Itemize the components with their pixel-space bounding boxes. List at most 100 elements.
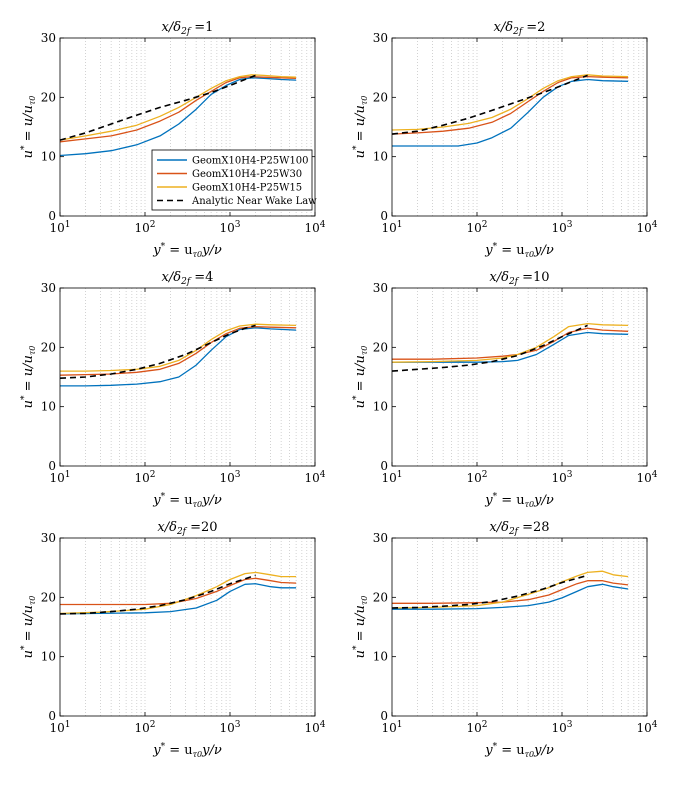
x-tick-label: 101: [381, 470, 402, 485]
series-line: [59, 574, 256, 615]
y-tick-label: 10: [41, 150, 56, 164]
panel-2: 0 10 20 30 101 102 103 104 x/δ2f =2 y* = uτ0y/ν u*…: [352, 20, 658, 259]
plot-area: [392, 288, 647, 466]
panel-title: x/δ2f =4: [162, 270, 214, 287]
plot-area: [392, 538, 647, 716]
series-line: [392, 331, 629, 363]
y-tick-label: 30: [373, 281, 388, 295]
series-line: [59, 324, 256, 379]
axes-box: [59, 287, 316, 467]
y-tick-label: 20: [41, 590, 56, 604]
plot-area: [60, 288, 315, 466]
y-axis-label: u* = u/uτ0: [352, 346, 369, 409]
panel-title: x/δ2f =10: [489, 270, 549, 287]
series-line: [60, 577, 297, 606]
series-line: [391, 75, 629, 135]
x-axis-label: y* = uτ0y/ν: [152, 242, 222, 259]
series-line: [392, 580, 629, 604]
y-tick-label: 20: [373, 90, 388, 104]
series-line: [59, 74, 297, 141]
y-axis-label: u* = u/uτ0: [20, 596, 37, 659]
legend-label: GeomX10H4-P25W30: [192, 169, 302, 180]
x-tick-label: 101: [381, 220, 402, 235]
y-tick-label: 20: [41, 90, 56, 104]
panel-title: x/δ2f =20: [157, 520, 217, 537]
panel-4: 0 10 20 30 101 102 103 104 x/δ2f =10 y* = uτ0y/ν u…: [352, 270, 658, 509]
y-tick-label: 20: [373, 590, 388, 604]
y-tick-label: 10: [373, 650, 388, 664]
y-tick-label: 0: [380, 459, 388, 473]
y-tick-label: 0: [380, 709, 388, 723]
panel-3: 0 10 20 30 101 102 103 104 x/δ2f =4 y* = uτ0y/ν u*…: [20, 270, 326, 509]
y-axis-label: u* = u/uτ0: [352, 96, 369, 159]
panel-1: 0 10 20 30 101 102 103 104 x/δ2f =1 y* = uτ0y/ν u*…: [20, 20, 326, 259]
series-line: [59, 77, 297, 157]
y-tick-label: 10: [41, 400, 56, 414]
y-tick-label: 30: [373, 31, 388, 45]
x-axis-label: y* = uτ0y/ν: [152, 492, 222, 509]
y-tick-label: 10: [373, 150, 388, 164]
x-tick-label: 103: [551, 220, 572, 235]
series-line: [60, 323, 297, 372]
x-tick-label: 104: [304, 220, 325, 235]
y-tick-label: 30: [41, 281, 56, 295]
y-tick-label: 30: [41, 31, 56, 45]
y-axis-label: u* = u/uτ0: [352, 596, 369, 659]
series-line: [59, 571, 297, 615]
x-tick-label: 102: [134, 470, 155, 485]
plot-area: [392, 38, 647, 216]
series-line: [59, 75, 297, 143]
x-tick-label: 104: [304, 720, 325, 735]
series-line: [392, 583, 629, 610]
series-line: [391, 322, 629, 363]
x-tick-label: 101: [49, 720, 70, 735]
y-tick-label: 20: [41, 340, 56, 354]
axes-box: [391, 37, 648, 217]
x-tick-label: 103: [219, 720, 240, 735]
series-line: [59, 583, 297, 615]
legend-label: GeomX10H4-P25W100: [192, 156, 309, 167]
axes-box: [59, 537, 316, 717]
x-tick-label: 103: [551, 470, 572, 485]
axes-box: [391, 287, 648, 467]
series-line: [391, 324, 588, 372]
x-tick-label: 103: [219, 220, 240, 235]
x-tick-label: 101: [49, 470, 70, 485]
series-line: [392, 78, 629, 147]
panel-title: x/δ2f =2: [494, 20, 546, 37]
series-line: [392, 327, 629, 360]
panel-title: x/δ2f =28: [489, 520, 549, 537]
x-tick-label: 104: [304, 470, 325, 485]
x-tick-label: 104: [636, 470, 657, 485]
series-line: [391, 574, 588, 609]
y-tick-label: 10: [373, 400, 388, 414]
legend: GeomX10H4-P25W100 GeomX10H4-P25W30 GeomX10…: [151, 149, 317, 211]
panel-6: 0 10 20 30 101 102 103 104 x/δ2f =28 y* = uτ0y/ν u…: [352, 520, 658, 759]
x-axis-label: y* = uτ0y/ν: [484, 492, 554, 509]
x-tick-label: 104: [636, 720, 657, 735]
x-tick-label: 102: [466, 220, 487, 235]
axes-box: [391, 537, 648, 717]
plot-area: [60, 538, 315, 716]
y-tick-label: 0: [48, 459, 56, 473]
x-axis-label: y* = uτ0y/ν: [152, 742, 222, 759]
y-tick-label: 0: [380, 209, 388, 223]
x-tick-label: 102: [134, 720, 155, 735]
x-tick-label: 104: [636, 220, 657, 235]
x-tick-label: 102: [466, 470, 487, 485]
y-tick-label: 20: [373, 340, 388, 354]
legend-label: GeomX10H4-P25W15: [192, 183, 302, 194]
x-tick-label: 101: [49, 220, 70, 235]
y-tick-label: 10: [41, 650, 56, 664]
y-axis-label: u* = u/uτ0: [20, 346, 37, 409]
y-tick-label: 0: [48, 709, 56, 723]
axes-box: [59, 37, 316, 217]
series-line: [60, 327, 297, 387]
x-tick-label: 103: [551, 720, 572, 735]
y-tick-label: 30: [373, 531, 388, 545]
y-tick-label: 30: [41, 531, 56, 545]
y-axis-label: u* = u/uτ0: [20, 96, 37, 159]
series-line: [59, 74, 256, 141]
x-axis-label: y* = uτ0y/ν: [484, 742, 554, 759]
